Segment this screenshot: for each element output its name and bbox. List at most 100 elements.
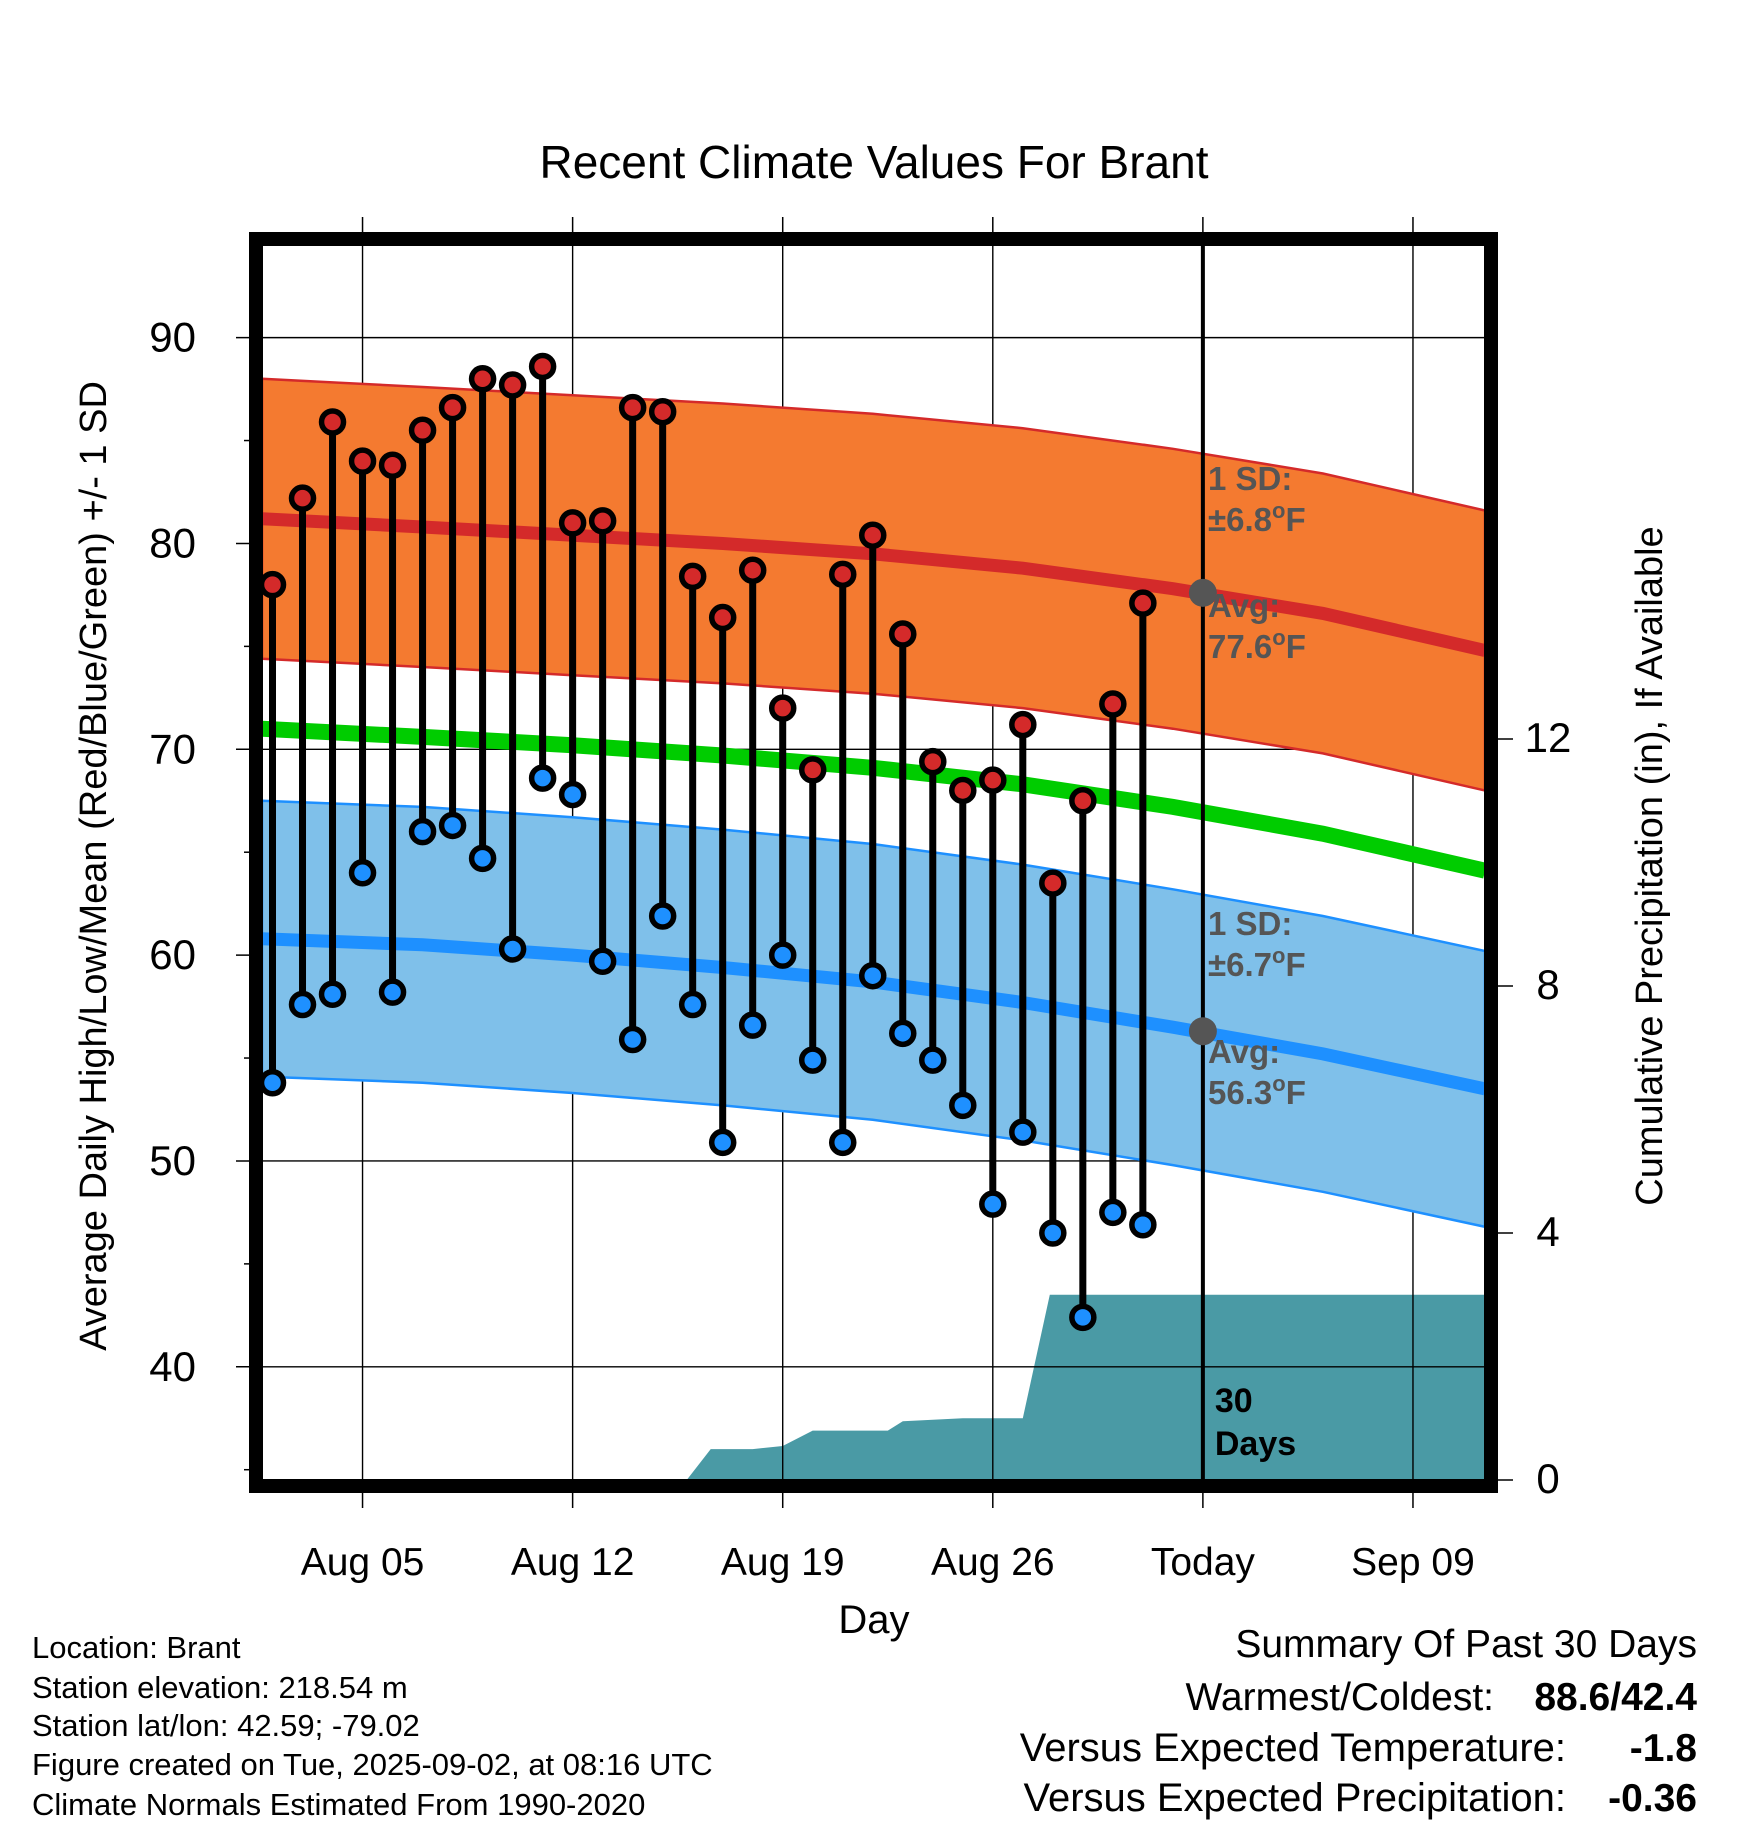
daily-high-point	[889, 620, 917, 648]
x-tick-label: Aug 12	[511, 1541, 635, 1584]
daily-high-point	[468, 365, 497, 393]
daily-high-point	[438, 393, 467, 422]
summary-panel: Summary Of Past 30 Days Warmest/Coldest:…	[1020, 1623, 1698, 1820]
daily-low-point	[858, 961, 887, 990]
summary-slash: /	[1610, 1676, 1621, 1719]
daily-high-point	[1069, 787, 1097, 815]
daily-high-point	[798, 756, 827, 784]
plot-content	[262, 245, 1485, 1480]
daily-high-point	[558, 509, 587, 537]
info-elevation: Station elevation: 218.54 m	[32, 1670, 408, 1705]
daily-high-point	[919, 747, 947, 776]
daily-high-point	[1099, 690, 1127, 718]
days-label-text: Days	[1215, 1425, 1296, 1463]
daily-low-point	[318, 980, 347, 1008]
days-label-number: 30	[1215, 1382, 1253, 1420]
daily-low-point	[498, 935, 527, 963]
y-axis-label: Average Daily High/Low/Mean (Red/Blue/Gr…	[73, 381, 115, 1351]
daily-low-point	[348, 859, 377, 887]
daily-low-point	[468, 844, 497, 873]
daily-low-point	[889, 1019, 917, 1048]
info-created: Figure created on Tue, 2025-09-02, at 08…	[32, 1747, 713, 1782]
daily-high-point	[828, 560, 857, 589]
y2-tick-label: 8	[1536, 961, 1559, 1008]
y2-axis-label: Cumulative Precipitation (in), If Availa…	[1629, 526, 1671, 1205]
degree-mark: o	[1272, 498, 1285, 523]
x-tick-label: Aug 05	[301, 1541, 425, 1584]
daily-high-point	[949, 776, 977, 805]
daily-high-point	[348, 447, 377, 475]
daily-high-point	[768, 694, 797, 722]
daily-low-point	[438, 811, 467, 840]
daily-low-point	[1009, 1118, 1037, 1146]
daily-high-point	[648, 397, 677, 426]
daily-high-point	[588, 507, 617, 535]
y-tick-label: 60	[149, 931, 196, 978]
daily-low-point	[528, 764, 557, 792]
daily-low-point	[1129, 1211, 1157, 1239]
y-tick-label: 90	[149, 314, 196, 361]
daily-low-point	[738, 1011, 767, 1039]
daily-high-point	[1129, 589, 1157, 617]
daily-low-point	[1069, 1303, 1097, 1332]
chart-title: Recent Climate Values For Brant	[540, 136, 1209, 188]
low-avg-marker	[1188, 1017, 1217, 1046]
y-tick-label: 70	[149, 725, 196, 772]
daily-low-point	[588, 947, 617, 976]
low-avg-annotation: 56.3oF	[1208, 1071, 1306, 1111]
y-tick-label: 40	[149, 1343, 196, 1390]
summary-coldest: 42.4	[1621, 1676, 1697, 1719]
info-latlon: Station lat/lon: 42.59; -79.02	[32, 1708, 420, 1743]
high-avg-annotation: Avg:	[1208, 587, 1280, 624]
y-tick-label: 50	[149, 1137, 196, 1184]
daily-high-point	[738, 556, 767, 584]
degree-mark: o	[1272, 1071, 1285, 1096]
daily-high-point	[979, 766, 1007, 794]
y2-tick-label: 4	[1536, 1208, 1559, 1255]
plot-frame	[249, 232, 1498, 1493]
summary-precip-value: -0.36	[1608, 1777, 1697, 1820]
y2-tick-label: 12	[1525, 714, 1572, 761]
y-tick-label: 80	[149, 519, 196, 566]
daily-low-point	[1099, 1198, 1127, 1227]
x-tick-label: Sep 09	[1351, 1541, 1475, 1584]
summary-warmest: 88.6	[1534, 1676, 1610, 1719]
info-location: Location: Brant	[32, 1630, 241, 1665]
daily-high-point	[288, 484, 317, 512]
daily-high-point	[408, 416, 437, 444]
x-tick-label: Aug 19	[721, 1541, 845, 1584]
precipitation-area	[686, 1294, 1485, 1480]
daily-low-point	[558, 780, 587, 809]
summary-warmest-coldest: 88.6/42.4	[1534, 1676, 1697, 1719]
daily-high-point	[378, 451, 407, 479]
summary-temp-label: Versus Expected Temperature:	[1020, 1726, 1566, 1770]
low-sd-annotation: 1 SD:	[1208, 905, 1292, 942]
daily-low-point	[798, 1046, 827, 1074]
daily-high-point	[318, 408, 347, 436]
daily-high-point	[678, 562, 707, 591]
daily-low-point	[1039, 1219, 1067, 1247]
high-sd-annotation: ±6.8oF	[1208, 498, 1306, 538]
x-axis-label: Day	[838, 1598, 909, 1642]
daily-low-point	[768, 941, 797, 969]
daily-low-point	[408, 817, 437, 846]
high-avg-marker	[1188, 578, 1217, 607]
x-tick-label: Aug 26	[931, 1541, 1055, 1584]
daily-low-point	[828, 1128, 857, 1157]
summary-warmest-label: Warmest/Coldest:	[1186, 1676, 1494, 1719]
y2-tick-label: 0	[1536, 1455, 1559, 1502]
summary-precip-label: Versus Expected Precipitation:	[1023, 1776, 1566, 1820]
daily-low-point	[648, 902, 677, 930]
high-sd-annotation: 1 SD:	[1208, 460, 1292, 497]
daily-high-point	[708, 603, 737, 632]
low-sd-annotation: ±6.7oF	[1208, 943, 1306, 983]
summary-title: Summary Of Past 30 Days	[1235, 1623, 1697, 1666]
low-avg-annotation: Avg:	[1208, 1033, 1280, 1070]
x-tick-label: Today	[1151, 1541, 1256, 1584]
daily-low-point	[708, 1128, 737, 1157]
summary-temp-value: -1.8	[1630, 1727, 1697, 1770]
daily-low-point	[288, 990, 317, 1019]
station-info: Location: Brant Station elevation: 218.5…	[32, 1630, 713, 1822]
